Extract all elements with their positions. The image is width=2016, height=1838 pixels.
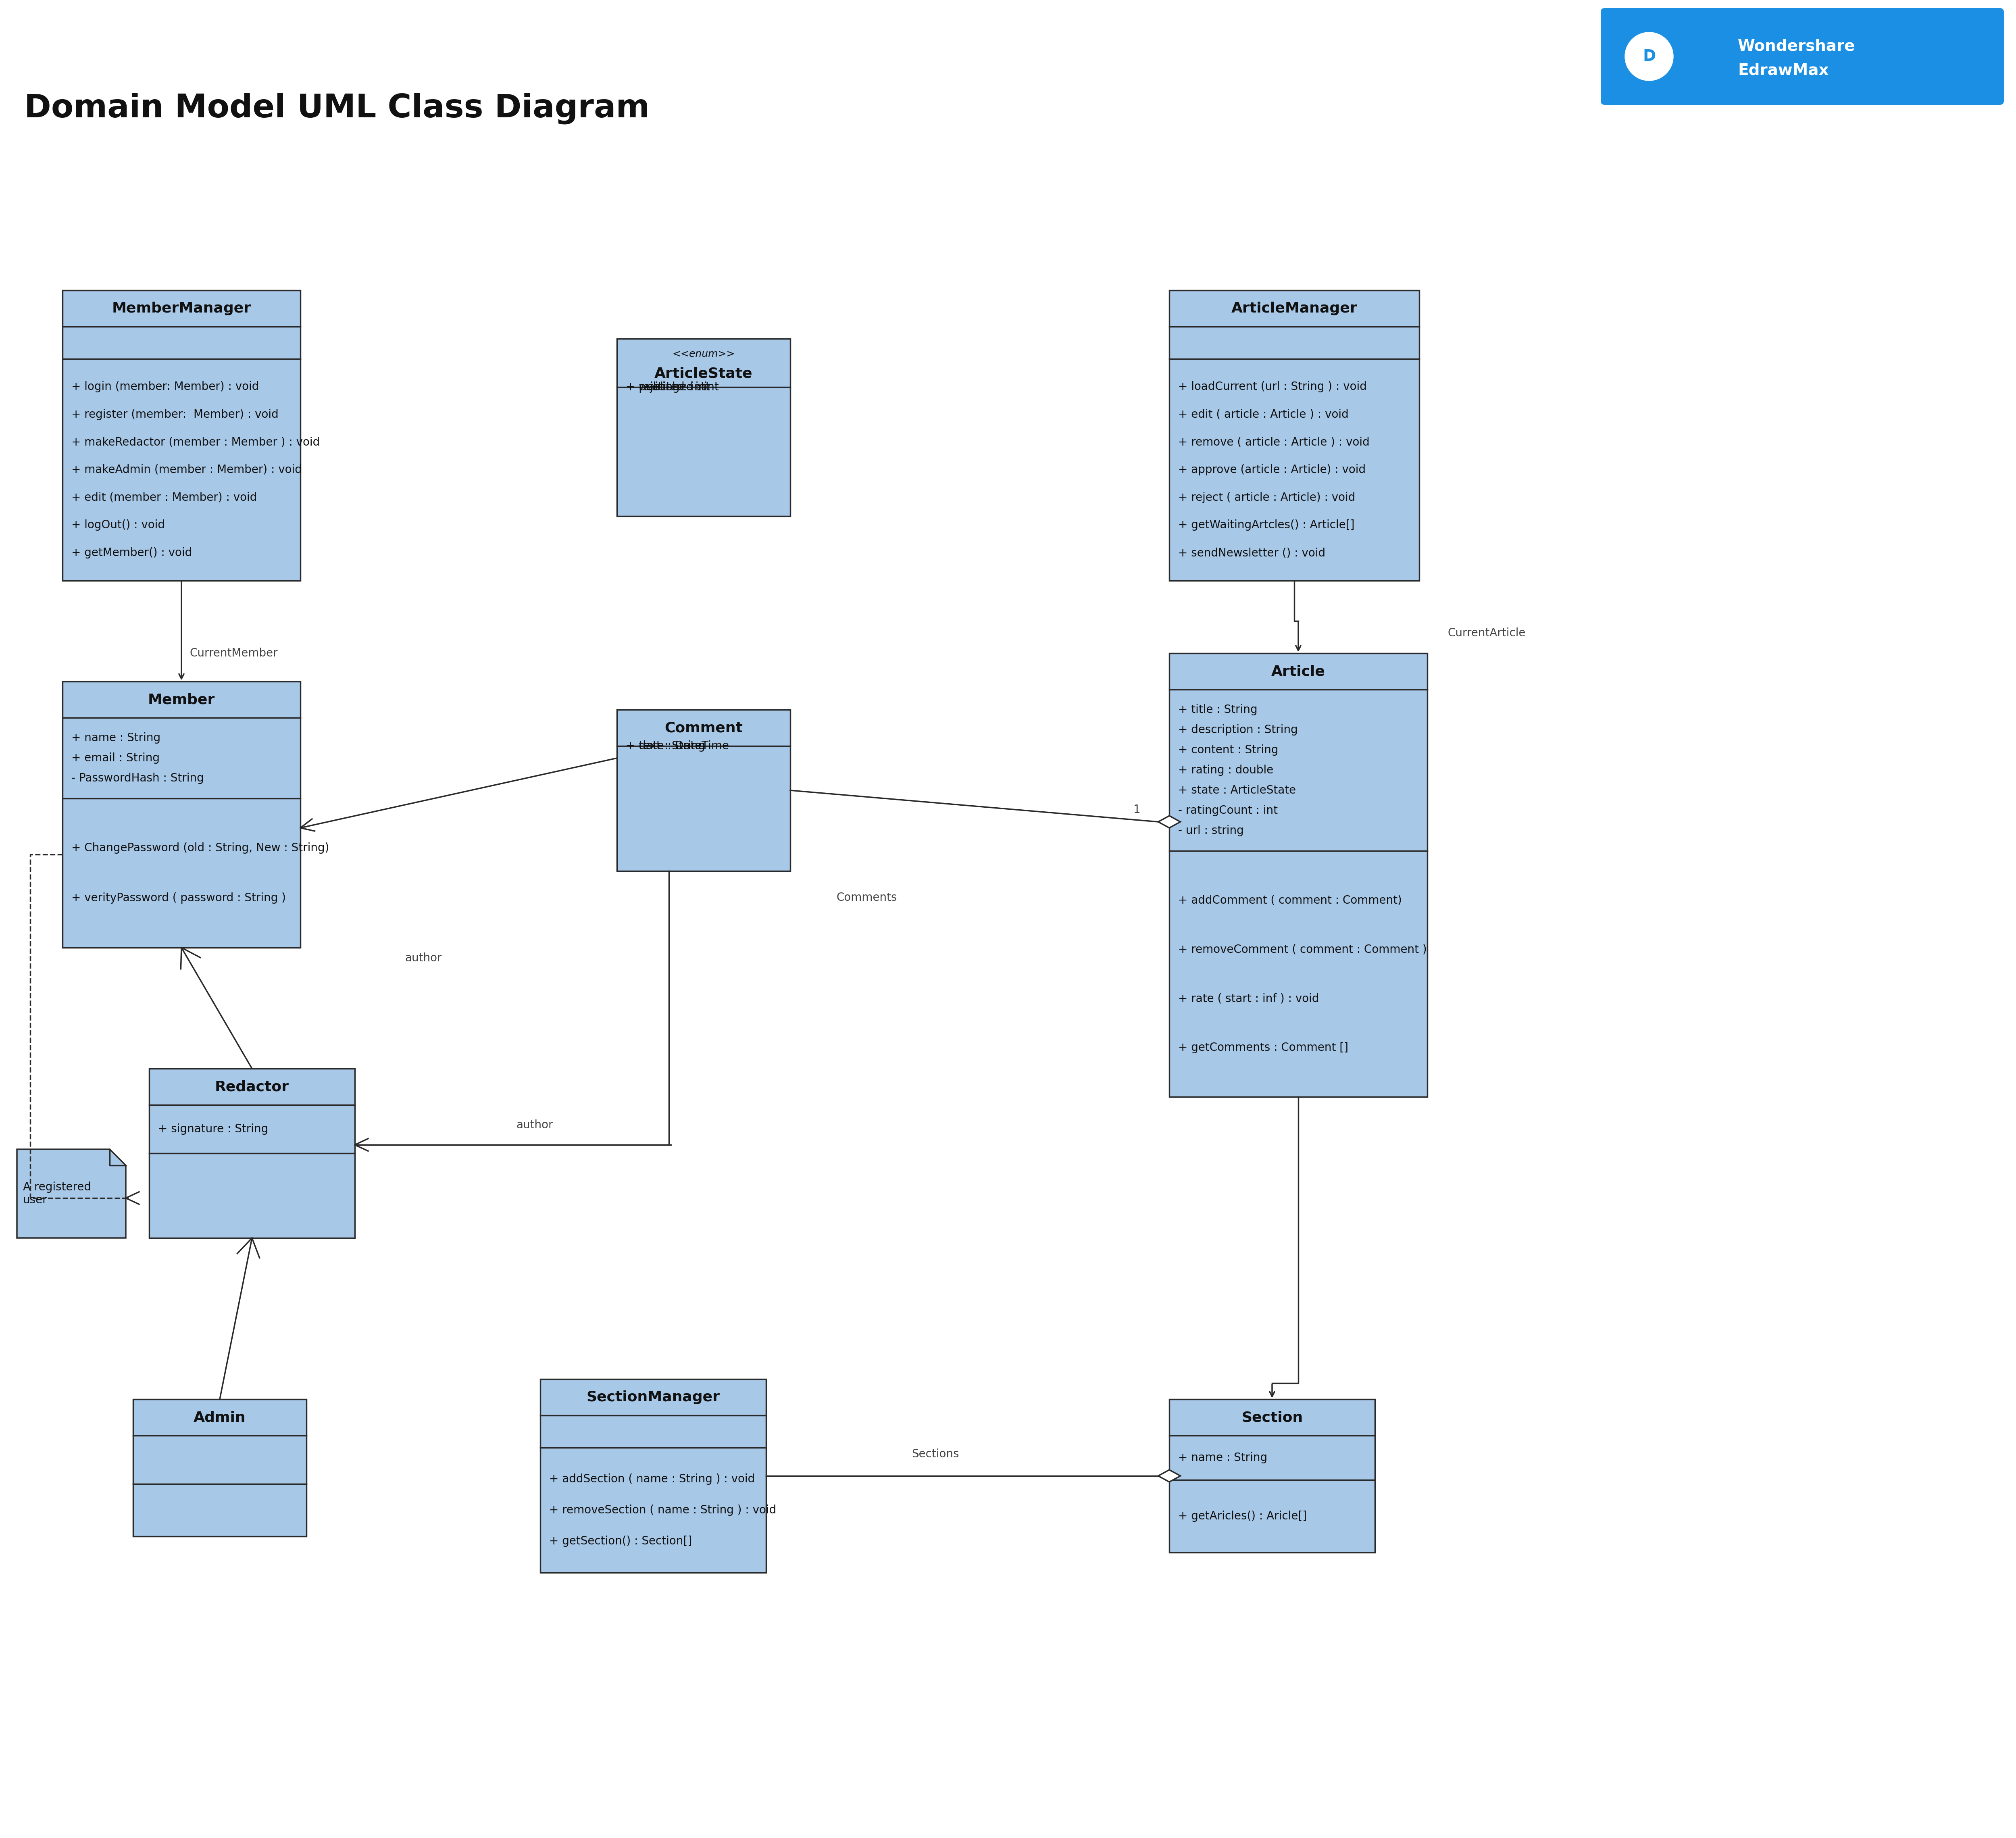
Text: Article: Article bbox=[1272, 665, 1325, 678]
Text: <<enum>>: <<enum>> bbox=[671, 349, 736, 358]
Text: A registered
user: A registered user bbox=[22, 1182, 91, 1206]
Text: CurrentMember: CurrentMember bbox=[190, 647, 278, 658]
Text: + register (member:  Member) : void: + register (member: Member) : void bbox=[71, 408, 278, 419]
Text: Admin: Admin bbox=[194, 1410, 246, 1424]
Text: + getWaitingArtcles() : Article[]: + getWaitingArtcles() : Article[] bbox=[1177, 520, 1355, 531]
Text: + removeComment ( comment : Comment ): + removeComment ( comment : Comment ) bbox=[1177, 943, 1427, 956]
Text: + rate ( start : inf ) : void: + rate ( start : inf ) : void bbox=[1177, 993, 1318, 1004]
Text: + rejected : int: + rejected : int bbox=[625, 382, 710, 393]
Text: + published : int: + published : int bbox=[625, 382, 720, 393]
Text: + login (member: Member) : void: + login (member: Member) : void bbox=[71, 380, 258, 391]
Text: + signature : String: + signature : String bbox=[157, 1123, 268, 1134]
Bar bbox=[62, 290, 300, 581]
Bar bbox=[149, 1068, 355, 1239]
Polygon shape bbox=[1157, 816, 1181, 827]
Text: - url : string: - url : string bbox=[1177, 825, 1244, 836]
Polygon shape bbox=[1157, 1470, 1181, 1481]
Text: + makeAdmin (member : Member) : void: + makeAdmin (member : Member) : void bbox=[71, 465, 302, 476]
Bar bbox=[62, 682, 300, 948]
Text: ArticleState: ArticleState bbox=[655, 368, 752, 380]
Text: 1: 1 bbox=[1133, 803, 1141, 816]
Text: + addComment ( comment : Comment): + addComment ( comment : Comment) bbox=[1177, 895, 1401, 906]
Text: + edit ( article : Article ) : void: + edit ( article : Article ) : void bbox=[1177, 408, 1349, 419]
Text: + name : String: + name : String bbox=[71, 732, 161, 744]
Text: + name : String: + name : String bbox=[1177, 1452, 1268, 1463]
Circle shape bbox=[1625, 33, 1673, 81]
Text: + reject ( article : Article) : void: + reject ( article : Article) : void bbox=[1177, 493, 1355, 504]
Text: Member: Member bbox=[147, 693, 216, 706]
Text: Section: Section bbox=[1242, 1410, 1302, 1424]
Text: + email : String: + email : String bbox=[71, 752, 159, 765]
Text: + state : ArticleState: + state : ArticleState bbox=[1177, 785, 1296, 796]
Text: CurrentArticle: CurrentArticle bbox=[1447, 627, 1526, 640]
FancyBboxPatch shape bbox=[1601, 7, 2004, 105]
Text: ArticleManager: ArticleManager bbox=[1232, 301, 1357, 316]
Text: + description : String: + description : String bbox=[1177, 724, 1298, 735]
Text: + addSection ( name : String ) : void: + addSection ( name : String ) : void bbox=[548, 1474, 754, 1485]
Text: + getComments : Comment []: + getComments : Comment [] bbox=[1177, 1042, 1349, 1053]
Text: Redactor: Redactor bbox=[216, 1081, 288, 1094]
Bar bbox=[617, 338, 790, 516]
Text: + edit (member : Member) : void: + edit (member : Member) : void bbox=[71, 493, 256, 504]
Text: Domain Model UML Class Diagram: Domain Model UML Class Diagram bbox=[24, 92, 649, 125]
Text: EdrawMax: EdrawMax bbox=[1738, 62, 1829, 79]
Text: + removeSection ( name : String ) : void: + removeSection ( name : String ) : void bbox=[548, 1505, 776, 1516]
Text: SectionManager: SectionManager bbox=[587, 1390, 720, 1404]
Text: D: D bbox=[1643, 50, 1655, 64]
Text: + content : String: + content : String bbox=[1177, 744, 1278, 755]
Polygon shape bbox=[16, 1149, 125, 1239]
Text: + approve (article : Article) : void: + approve (article : Article) : void bbox=[1177, 465, 1365, 476]
Text: + makeRedactor (member : Member ) : void: + makeRedactor (member : Member ) : void bbox=[71, 436, 321, 448]
Text: author: author bbox=[516, 1119, 552, 1130]
Text: + date : DateTime: + date : DateTime bbox=[625, 741, 730, 752]
Text: + verityPassword ( password : String ): + verityPassword ( password : String ) bbox=[71, 891, 286, 904]
Text: - ratingCount : int: - ratingCount : int bbox=[1177, 805, 1278, 816]
Bar bbox=[133, 1399, 306, 1537]
Bar bbox=[1169, 1399, 1375, 1553]
Text: + getMember() : void: + getMember() : void bbox=[71, 548, 192, 559]
Text: + rating : double: + rating : double bbox=[1177, 765, 1274, 776]
Text: + ChangePassword (old : String, New : String): + ChangePassword (old : String, New : St… bbox=[71, 842, 329, 855]
Text: + getSection() : Section[]: + getSection() : Section[] bbox=[548, 1537, 691, 1548]
Bar bbox=[1169, 652, 1427, 1097]
Text: + loadCurrent (url : String ) : void: + loadCurrent (url : String ) : void bbox=[1177, 380, 1367, 391]
Text: MemberManager: MemberManager bbox=[111, 301, 252, 316]
Text: + logOut() : void: + logOut() : void bbox=[71, 520, 165, 531]
Text: author: author bbox=[405, 952, 442, 963]
Bar bbox=[1169, 290, 1419, 581]
Text: + remove ( article : Article ) : void: + remove ( article : Article ) : void bbox=[1177, 436, 1369, 448]
Text: + title : String: + title : String bbox=[1177, 704, 1258, 715]
Bar bbox=[617, 709, 790, 871]
Text: Wondershare: Wondershare bbox=[1738, 39, 1855, 53]
Text: Comments: Comments bbox=[837, 891, 897, 902]
Text: + waiting : int: + waiting : int bbox=[625, 382, 706, 393]
Bar bbox=[540, 1378, 766, 1573]
Text: Comment: Comment bbox=[665, 720, 742, 735]
Text: Sections: Sections bbox=[911, 1448, 960, 1459]
Text: - PasswordHash : String: - PasswordHash : String bbox=[71, 772, 204, 785]
Text: + sendNewsletter () : void: + sendNewsletter () : void bbox=[1177, 548, 1325, 559]
Text: + text : String: + text : String bbox=[625, 741, 706, 752]
Text: + getAricles() : Aricle[]: + getAricles() : Aricle[] bbox=[1177, 1511, 1306, 1522]
